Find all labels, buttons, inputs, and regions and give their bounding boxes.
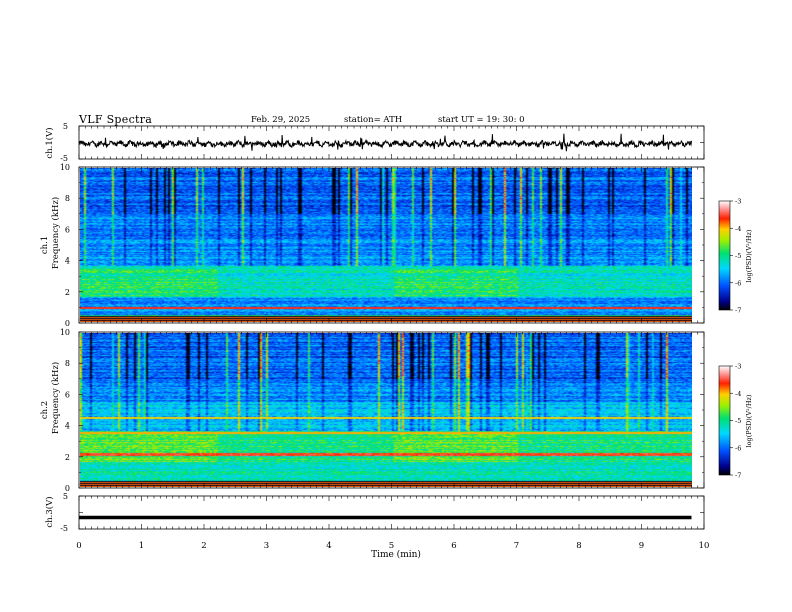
spectrogram-ytick-label: 10 <box>60 328 70 337</box>
start-ut-label: start UT = 19: 30: 0 <box>438 115 525 125</box>
spectrogram-ytick-label: 6 <box>65 225 70 234</box>
date-label: Feb. 29, 2025 <box>251 115 311 125</box>
x-axis-label: Time (min) <box>371 549 421 560</box>
spectrogram-ytick-label: 8 <box>65 359 70 368</box>
x-tick-label: 7 <box>514 541 519 551</box>
ch1-spectrogram-ylabel-freq: Frequency (kHz) <box>50 197 61 269</box>
x-tick-label: 6 <box>451 541 456 551</box>
x-tick-label: 4 <box>326 541 331 551</box>
ch2-colorbar-label: log(PSD)(V²/Hz) <box>745 394 753 447</box>
x-tick-label: 3 <box>264 541 269 551</box>
colorbar-ticks: -3 -4 -5 -6 -7 -3 -4 -5 -6 -7 <box>730 198 741 480</box>
ch1-spectrogram-yticks: 0 2 4 6 8 10 <box>60 163 704 328</box>
spectrogram-ytick-label: 6 <box>65 390 70 399</box>
colorbar-tick-label: -4 <box>735 390 741 398</box>
colorbar-tick-label: -3 <box>735 363 741 371</box>
ch1-colorbar-label: log(PSD)(V²/Hz) <box>745 229 753 282</box>
ch3-ytick-bottom: -5 <box>60 524 68 533</box>
ch1-ytick-bottom: -5 <box>60 154 68 163</box>
ch3-waveform-ylabel: ch.3(V) <box>44 496 55 527</box>
colorbar-tick-label: -5 <box>735 252 741 260</box>
spectrogram-ytick-label: 10 <box>60 163 70 172</box>
colorbar-tick-label: -4 <box>735 225 741 233</box>
colorbar-tick-label: -3 <box>735 198 741 206</box>
axis-ticks <box>78 125 705 530</box>
ch1-waveform-ylabel: ch.1(V) <box>44 127 55 158</box>
ch2-spectrogram-yticks: 0 2 4 6 8 10 <box>60 328 704 493</box>
spectrogram-ytick-label: 4 <box>65 422 70 431</box>
ch1-waveform-trace <box>78 133 692 152</box>
colorbar-tick-label: -7 <box>735 472 741 480</box>
spectrogram-ytick-label: 2 <box>65 453 70 462</box>
spectrogram-ytick-label: 0 <box>65 319 70 328</box>
spectrogram-ytick-label: 8 <box>65 194 70 203</box>
colorbar-tick-label: -6 <box>735 444 741 452</box>
x-tick-labels: 0 1 2 3 4 5 6 7 8 9 10 <box>76 541 709 551</box>
x-tick-label: 1 <box>139 541 144 551</box>
colorbar-tick-label: -6 <box>735 279 741 287</box>
spectrogram-ytick-label: 0 <box>65 484 70 493</box>
ch2-spectrogram-ylabel-ch: ch.2 <box>40 401 50 419</box>
station-label: station= ATH <box>344 115 403 125</box>
ch1-colorbar <box>718 200 731 311</box>
ch1-ytick-top: 5 <box>63 122 68 131</box>
colorbar-tick-label: -7 <box>735 307 741 315</box>
ch2-colorbar <box>718 365 731 476</box>
ch3-ytick-top: 5 <box>63 492 68 501</box>
colorbar-tick-label: -5 <box>735 417 741 425</box>
x-tick-label: 8 <box>576 541 581 551</box>
ch1-spectrogram-ylabel-ch: ch.1 <box>40 236 50 254</box>
x-tick-label: 0 <box>76 541 81 551</box>
ch2-spectrogram-image <box>80 333 692 487</box>
x-tick-label: 10 <box>699 541 710 551</box>
spectrogram-ytick-label: 2 <box>65 288 70 297</box>
figure-title: VLF Spectra <box>79 113 153 126</box>
spectrogram-ytick-label: 4 <box>65 257 70 266</box>
ch1-spectrogram-image <box>80 168 692 322</box>
x-tick-label: 2 <box>201 541 206 551</box>
x-tick-label: 5 <box>389 541 394 551</box>
x-tick-label: 9 <box>639 541 644 551</box>
ch2-spectrogram-ylabel-freq: Frequency (kHz) <box>50 362 61 434</box>
